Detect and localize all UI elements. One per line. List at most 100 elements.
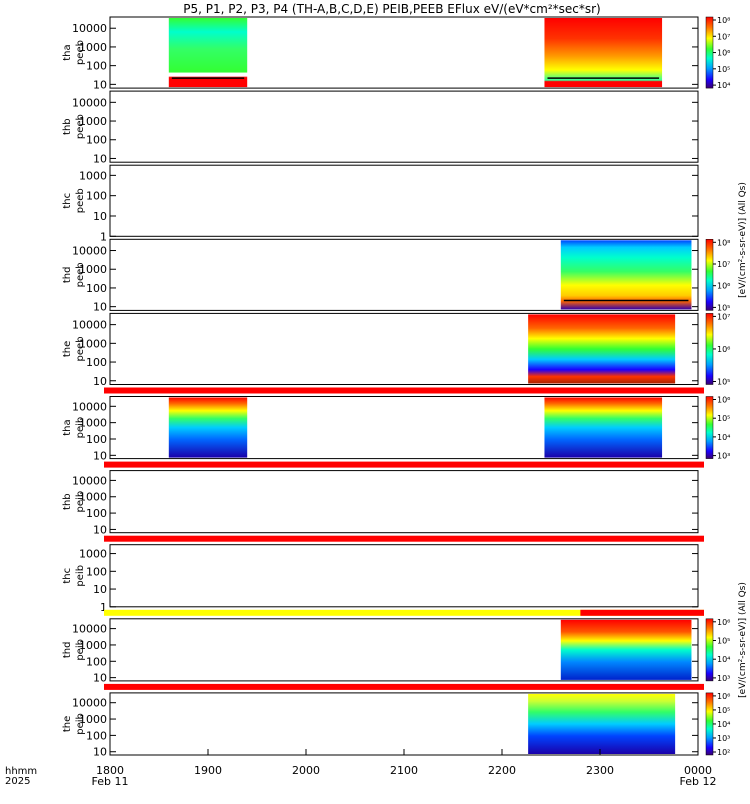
- panel-label-product-thd-peib: peib: [75, 639, 86, 661]
- panel-label-product-thc-peeb: peeb: [75, 188, 86, 213]
- panel-frame-the-peeb: [109, 312, 699, 385]
- colorbar-label-the-peib-4: 10⁶: [717, 692, 730, 701]
- colorbar-label-tha-peeb-1: 10⁵: [717, 65, 730, 74]
- colorbar-label-the-peeb-1: 10⁶: [717, 345, 730, 354]
- ytick-label-the-peib-0: 10: [93, 746, 107, 759]
- colorbar-label-tha-peib-0: 10³: [717, 452, 730, 461]
- ytick-label-the-peeb-0: 10: [93, 375, 107, 388]
- ytick-label-tha-peeb-1: 100: [86, 60, 107, 73]
- ytick-label-thd-peeb-1: 100: [86, 282, 107, 295]
- colorbar-label-thd-peib-3: 10⁶: [717, 618, 730, 627]
- panel-label-probe-thd-peib: thd: [62, 642, 73, 659]
- ytick-label-tha-peeb-3: 10000: [72, 22, 107, 35]
- spectrogram-the-peib-0: [528, 693, 676, 754]
- xtick-label-4: 2200: [488, 764, 516, 777]
- ytick-label-thc-peib-1: 10: [93, 583, 107, 596]
- ytick-label-thb-peib-0: 10: [93, 523, 107, 536]
- panel-label-product-tha-peeb: peeb: [75, 40, 86, 65]
- colorbar-title-iesa: [eV/(cm²-s-sr-eV)] (All Qs): [738, 582, 748, 698]
- ytick-label-thc-peeb-3: 1000: [79, 169, 107, 182]
- ytick-label-thd-peib-1: 100: [86, 655, 107, 668]
- xtick-label-5: 2300: [586, 764, 614, 777]
- ytick-label-thc-peib-2: 100: [86, 565, 107, 578]
- colorbar-label-tha-peeb-0: 10⁴: [717, 81, 730, 90]
- ytick-label-the-peeb-1: 100: [86, 356, 107, 369]
- colorbar-label-tha-peeb-2: 10⁶: [717, 49, 730, 58]
- ytick-label-thc-peeb-2: 100: [86, 190, 107, 203]
- ytick-label-thd-peeb-0: 10: [93, 301, 107, 314]
- colorbar-label-tha-peib-1: 10⁴: [717, 433, 730, 442]
- x-corner-label-year: 2025: [5, 776, 30, 787]
- ytick-label-thc-peeb-0: 1: [100, 230, 107, 243]
- spectrogram-thd-peib-0: [560, 619, 692, 680]
- xtick-sublabel-0: Feb 11: [92, 775, 129, 788]
- panel-frame-tha-peib: [109, 396, 699, 460]
- colorbar-the-peeb: [705, 313, 714, 385]
- colorbar-label-the-peib-1: 10³: [717, 734, 730, 743]
- colorbar-label-the-peib-2: 10⁴: [717, 720, 730, 729]
- ytick-label-the-peib-3: 10000: [72, 697, 107, 710]
- panel-label-probe-the-peeb: the: [62, 341, 73, 357]
- panel-label-product-thb-peeb: peeb: [75, 114, 86, 139]
- ytick-label-the-peib-2: 1000: [79, 713, 107, 726]
- panels-group: 10 100 1000 10000 tha peeb 10⁴ 10⁵ 10⁶ 10⁷ 10⁸ 10 10…: [62, 16, 730, 759]
- band-red-thd-peib: [580, 609, 704, 616]
- ytick-label-the-peeb-3: 10000: [72, 319, 107, 332]
- ytick-label-thc-peeb-1: 10: [93, 210, 107, 223]
- spectrogram-tha-peeb-0: [168, 18, 248, 88]
- xtick-label-3: 2100: [390, 764, 418, 777]
- panel-label-probe-the-peib: the: [62, 716, 73, 732]
- colorbar-label-tha-peeb-3: 10⁷: [717, 32, 730, 41]
- ytick-label-thb-peib-2: 1000: [79, 491, 107, 504]
- ytick-label-thb-peeb-2: 1000: [79, 115, 107, 128]
- panel-label-probe-thc-peib: thc: [62, 568, 73, 584]
- panel-label-product-thd-peeb: peeb: [75, 262, 86, 287]
- panel-label-probe-thb-peeb: thb: [62, 118, 73, 135]
- ytick-label-the-peib-1: 100: [86, 729, 107, 742]
- colorbar-tha-peib: [705, 396, 714, 459]
- ytick-label-thb-peib-1: 100: [86, 507, 107, 520]
- colorbar-thd-peib: [705, 618, 714, 682]
- colorbar-label-tha-peib-3: 10⁶: [717, 396, 730, 405]
- colorbar-label-thd-peeb-2: 10⁷: [717, 260, 730, 269]
- panel-frame-thd-peib: [109, 618, 699, 682]
- panel-label-product-thc-peib: peib: [75, 565, 86, 587]
- colorbar-label-thd-peeb-0: 10⁵: [717, 303, 730, 312]
- xtick-sublabel-6: Feb 12: [680, 775, 717, 788]
- panel-label-probe-thc-peeb: thc: [62, 193, 73, 209]
- band-tha-peib: [104, 387, 704, 394]
- band-the-peib: [104, 683, 704, 690]
- panel-label-probe-thd-peeb: thd: [62, 267, 73, 284]
- panel-frame-thc-peib: [109, 544, 699, 608]
- panel-frame-thb-peib: [109, 470, 699, 534]
- spectrogram-thd-peeb-0: [560, 240, 692, 310]
- ytick-label-thd-peeb-2: 1000: [79, 263, 107, 276]
- ytick-label-tha-peib-2: 1000: [79, 417, 107, 430]
- ytick-label-the-peeb-2: 1000: [79, 337, 107, 350]
- colorbar-label-the-peib-3: 10⁵: [717, 706, 730, 715]
- colorbar-label-thd-peib-2: 10⁵: [717, 637, 730, 646]
- colorbar-label-thd-peib-1: 10⁴: [717, 655, 730, 664]
- colorbar-the-peib: [705, 692, 714, 756]
- ytick-label-thb-peeb-1: 100: [86, 134, 107, 147]
- colorbar-label-thd-peeb-3: 10⁸: [717, 238, 730, 247]
- ytick-label-tha-peeb-2: 1000: [79, 41, 107, 54]
- spectrogram-tha-peib-1: [544, 397, 663, 458]
- figure-title: P5, P1, P2, P3, P4 (TH-A,B,C,D,E) PEIB,P…: [183, 2, 600, 16]
- panel-label-product-the-peib: peib: [75, 713, 86, 735]
- ytick-label-thc-peib-3: 1000: [79, 548, 107, 561]
- colorbar-thd-peeb: [705, 239, 714, 311]
- spectrogram-the-peeb-0: [528, 314, 676, 384]
- panel-label-product-tha-peib: peib: [75, 417, 86, 439]
- xtick-label-1: 1900: [194, 764, 222, 777]
- x-corner-label-hhmm: hhmm: [5, 766, 37, 777]
- panel-frame-thb-peeb: [109, 90, 699, 163]
- panel-label-probe-tha-peib: tha: [62, 419, 73, 435]
- ytick-label-thd-peib-0: 10: [93, 672, 107, 685]
- spectrogram-tha-peib-0: [168, 397, 248, 458]
- ytick-label-thd-peib-3: 10000: [72, 623, 107, 636]
- ytick-label-thb-peeb-0: 10: [93, 152, 107, 165]
- ytick-label-thc-peib-0: 1: [100, 601, 107, 614]
